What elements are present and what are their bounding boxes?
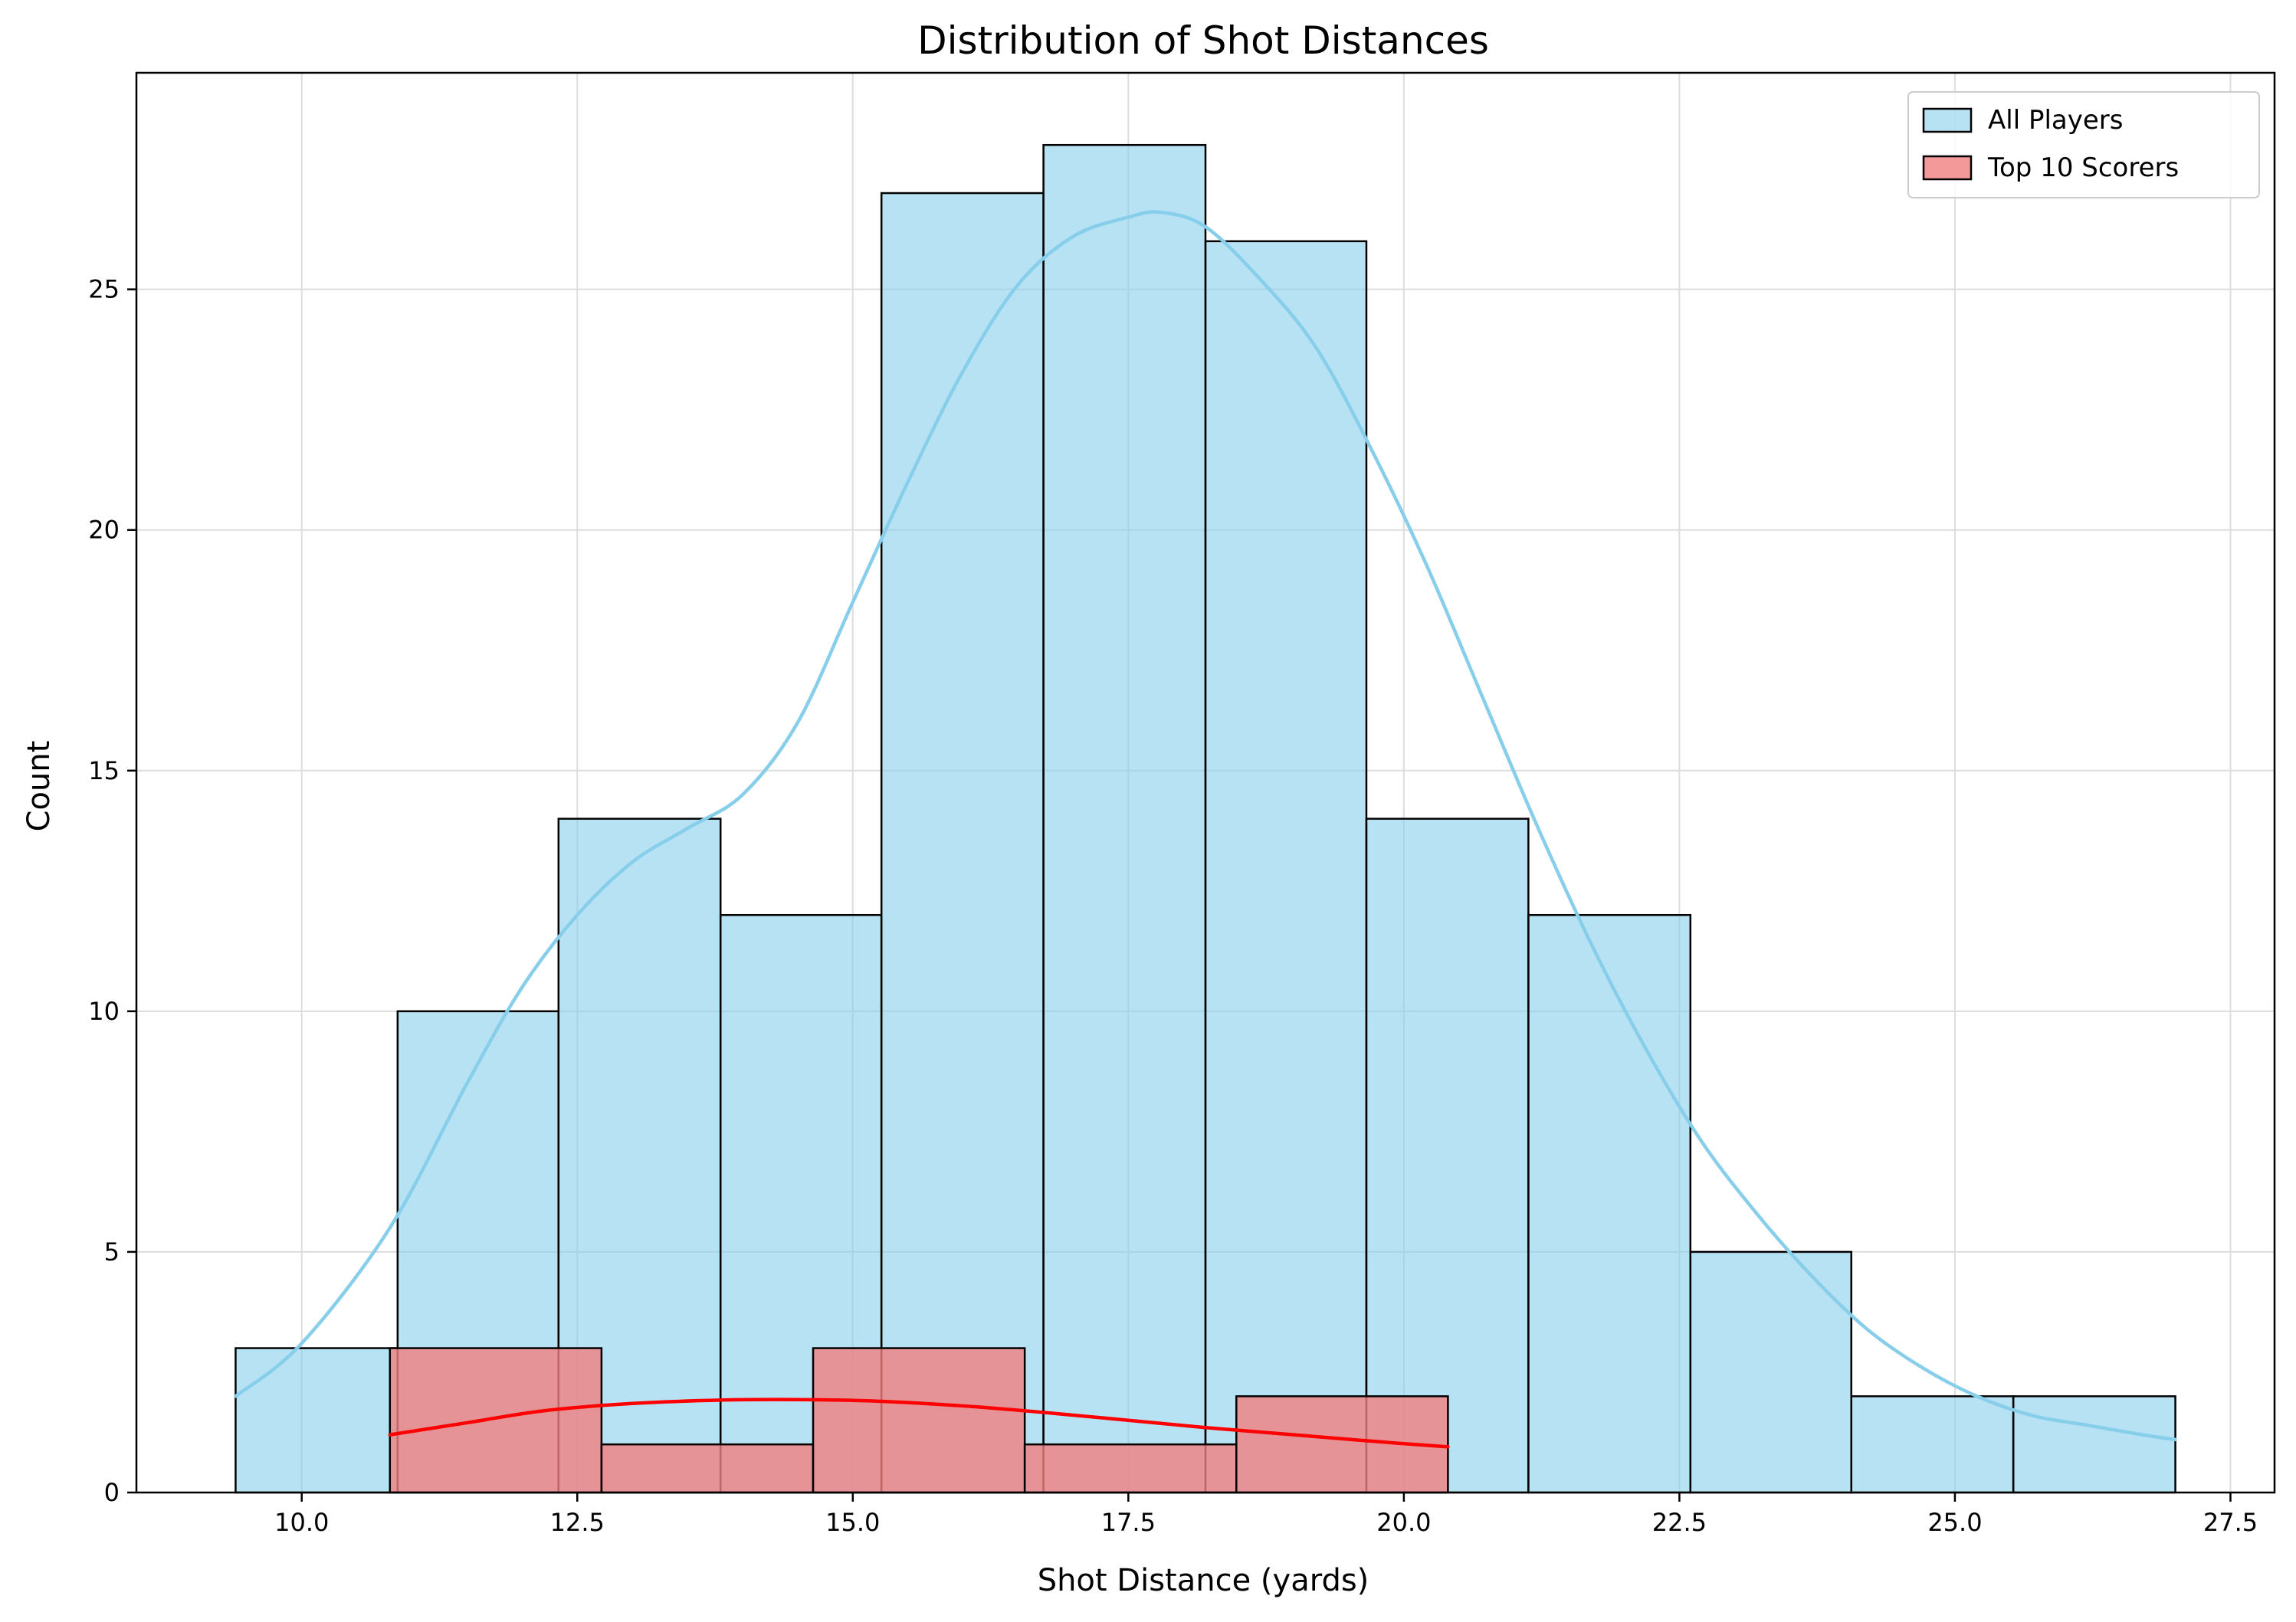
all-players-bar — [235, 1347, 399, 1494]
all-players-bar — [1042, 143, 1207, 1494]
x-tick-label: 10.0 — [274, 1508, 329, 1537]
y-tick-label: 10 — [88, 997, 120, 1026]
top-scorers-bar — [1023, 1443, 1238, 1494]
top-scorers-kde-line — [388, 1398, 1450, 1449]
all-players-bar — [880, 192, 1045, 1494]
plot-frame — [135, 71, 2276, 1494]
legend-label-top-scorers: Top 10 Scorers — [1987, 152, 2179, 183]
kde-curves — [234, 210, 2177, 1449]
legend-swatch-all-players — [1922, 107, 1973, 133]
x-tick-label: 22.5 — [1652, 1508, 1707, 1537]
x-tick-label: 17.5 — [1101, 1508, 1156, 1537]
x-tick-label: 25.0 — [1927, 1508, 1982, 1537]
chart-title: Distribution of Shot Distances — [917, 18, 1489, 63]
all-players-bar — [1204, 240, 1368, 1494]
x-tick-label: 12.5 — [550, 1508, 605, 1537]
y-tick-label: 20 — [88, 516, 120, 545]
x-tick-label: 15.0 — [825, 1508, 880, 1537]
legend-label-all-players: All Players — [1988, 105, 2123, 136]
legend-frame — [1907, 91, 2260, 198]
all-players-bar — [1527, 913, 1692, 1494]
y-axis-label: Count — [21, 741, 57, 832]
top-scorers-bar — [812, 1347, 1026, 1494]
x-tick-label: 20.0 — [1376, 1508, 1431, 1537]
all-players-kde-line — [234, 210, 2177, 1442]
top-scorers-bar — [389, 1347, 603, 1494]
y-tick-label: 15 — [88, 756, 120, 785]
top-scorers-bar — [600, 1443, 815, 1494]
y-tick-label: 5 — [104, 1237, 120, 1266]
legend: All Players Top 10 Scorers — [1907, 91, 2260, 198]
legend-swatch-top-scorers — [1922, 155, 1973, 181]
y-tick-label: 0 — [104, 1478, 120, 1507]
all-players-bar — [1850, 1395, 2015, 1494]
all-players-bar — [1365, 818, 1530, 1494]
y-tick-label: 25 — [88, 275, 120, 304]
axis-ticks: 10.0 12.5 15.0 17.5 20.0 22.5 25.0 27.5 0 5 10 15 20… — [88, 275, 2258, 1537]
x-axis-label: Shot Distance (yards) — [1038, 1563, 1369, 1598]
all-players-bar — [1689, 1250, 1853, 1494]
all-players-bar — [2012, 1395, 2176, 1494]
x-tick-label: 27.5 — [2203, 1508, 2258, 1537]
all-players-bars — [235, 143, 2176, 1494]
